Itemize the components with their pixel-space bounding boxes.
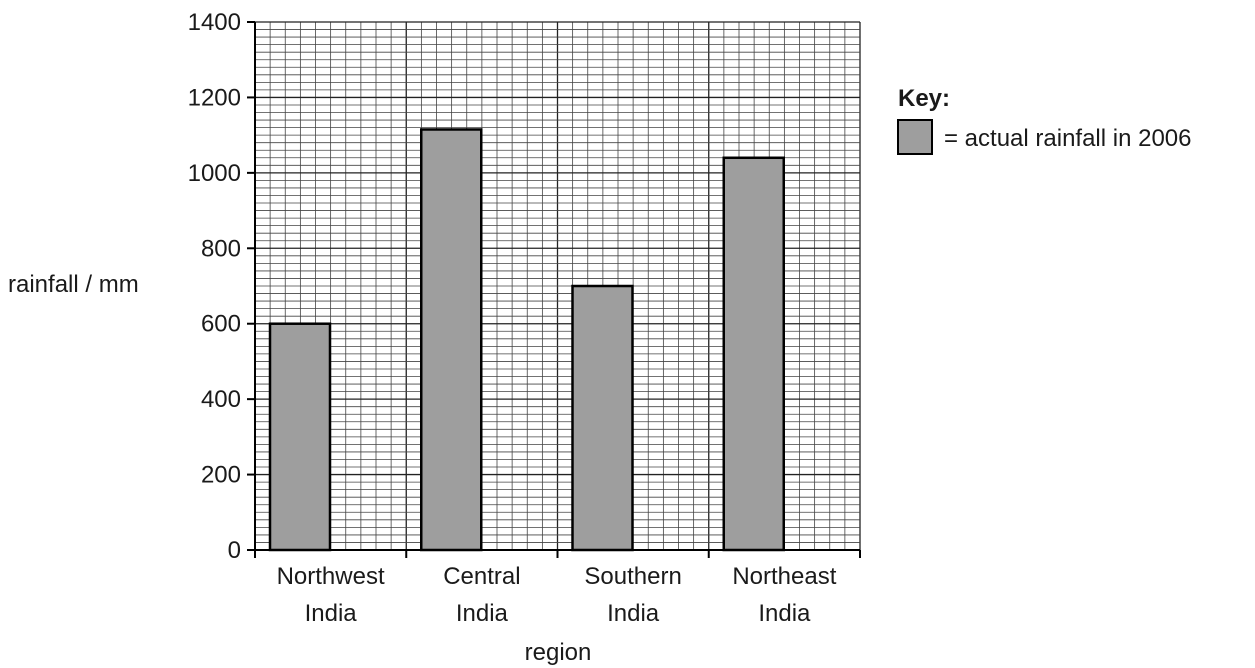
bar-central-india: [420, 128, 483, 552]
bar-southern-india: [571, 284, 634, 552]
x-tick-label: Southern: [584, 563, 681, 590]
y-tick-label: 0: [228, 537, 241, 564]
legend: Key: = actual rainfall in 2006: [897, 85, 1192, 155]
chart-bars: [268, 128, 785, 552]
x-tick-label: Central: [443, 563, 520, 590]
chart-axes: [247, 21, 861, 558]
legend-entry-label: = actual rainfall in 2006: [944, 125, 1192, 152]
y-tick-label: 1000: [188, 160, 241, 187]
y-tick-label: 800: [201, 235, 241, 262]
y-axis-label: rainfall / mm: [8, 271, 139, 298]
x-tick-label: India: [305, 600, 358, 627]
y-tick-label: 400: [201, 386, 241, 413]
x-tick-label: Northeast: [732, 563, 836, 590]
x-tick-label: Northwest: [277, 563, 385, 590]
x-axis-label: region: [525, 639, 592, 666]
y-tick-label: 600: [201, 311, 241, 338]
bar-northwest-india: [268, 322, 332, 552]
x-tick-label: India: [456, 600, 509, 627]
y-tick-label: 1400: [188, 9, 241, 36]
bar-northeast-india: [722, 156, 785, 552]
x-tick-label: India: [607, 600, 660, 627]
chart-labels: 0 200 400 600 800 1000 1200 1400 Northwest India C…: [188, 9, 837, 627]
y-tick-label: 200: [201, 462, 241, 489]
legend-swatch: [897, 119, 933, 155]
legend-title: Key:: [898, 85, 950, 112]
y-tick-label: 1200: [188, 84, 241, 111]
x-tick-label: India: [758, 600, 811, 627]
